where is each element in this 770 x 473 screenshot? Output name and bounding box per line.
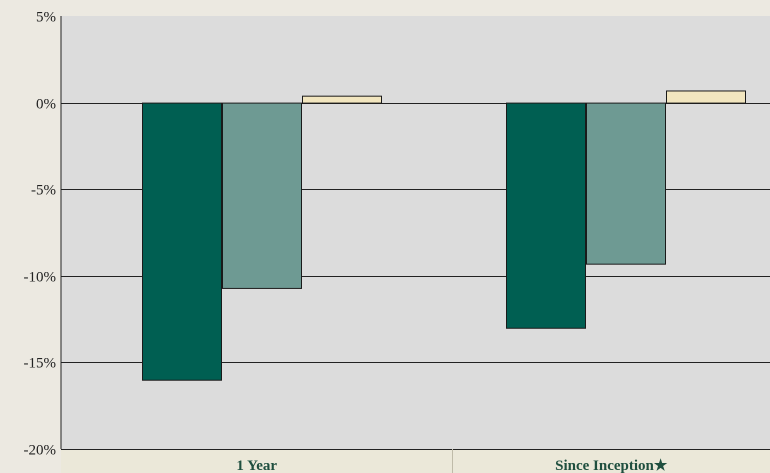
y-tick-label: -20% bbox=[24, 443, 57, 459]
bar bbox=[302, 95, 382, 104]
y-tick-label: -10% bbox=[24, 270, 57, 286]
bar bbox=[222, 102, 302, 289]
y-tick-label: 0% bbox=[36, 97, 56, 113]
bar bbox=[666, 90, 746, 104]
bars bbox=[142, 90, 746, 381]
category-band-background bbox=[61, 449, 770, 473]
bar bbox=[506, 102, 586, 329]
y-tick-label: 5% bbox=[36, 10, 56, 26]
bar bbox=[586, 102, 666, 265]
y-axis-ticks: 5% 0% -5% -10% -15% -20% bbox=[24, 10, 57, 459]
x-category-label: Since Inception★ bbox=[555, 458, 668, 473]
y-tick-label: -15% bbox=[24, 356, 57, 372]
x-category-label: 1 Year bbox=[236, 458, 277, 473]
category-band: 1 Year Since Inception★ bbox=[61, 449, 770, 473]
bar bbox=[142, 102, 222, 381]
y-tick-label: -5% bbox=[31, 183, 56, 199]
